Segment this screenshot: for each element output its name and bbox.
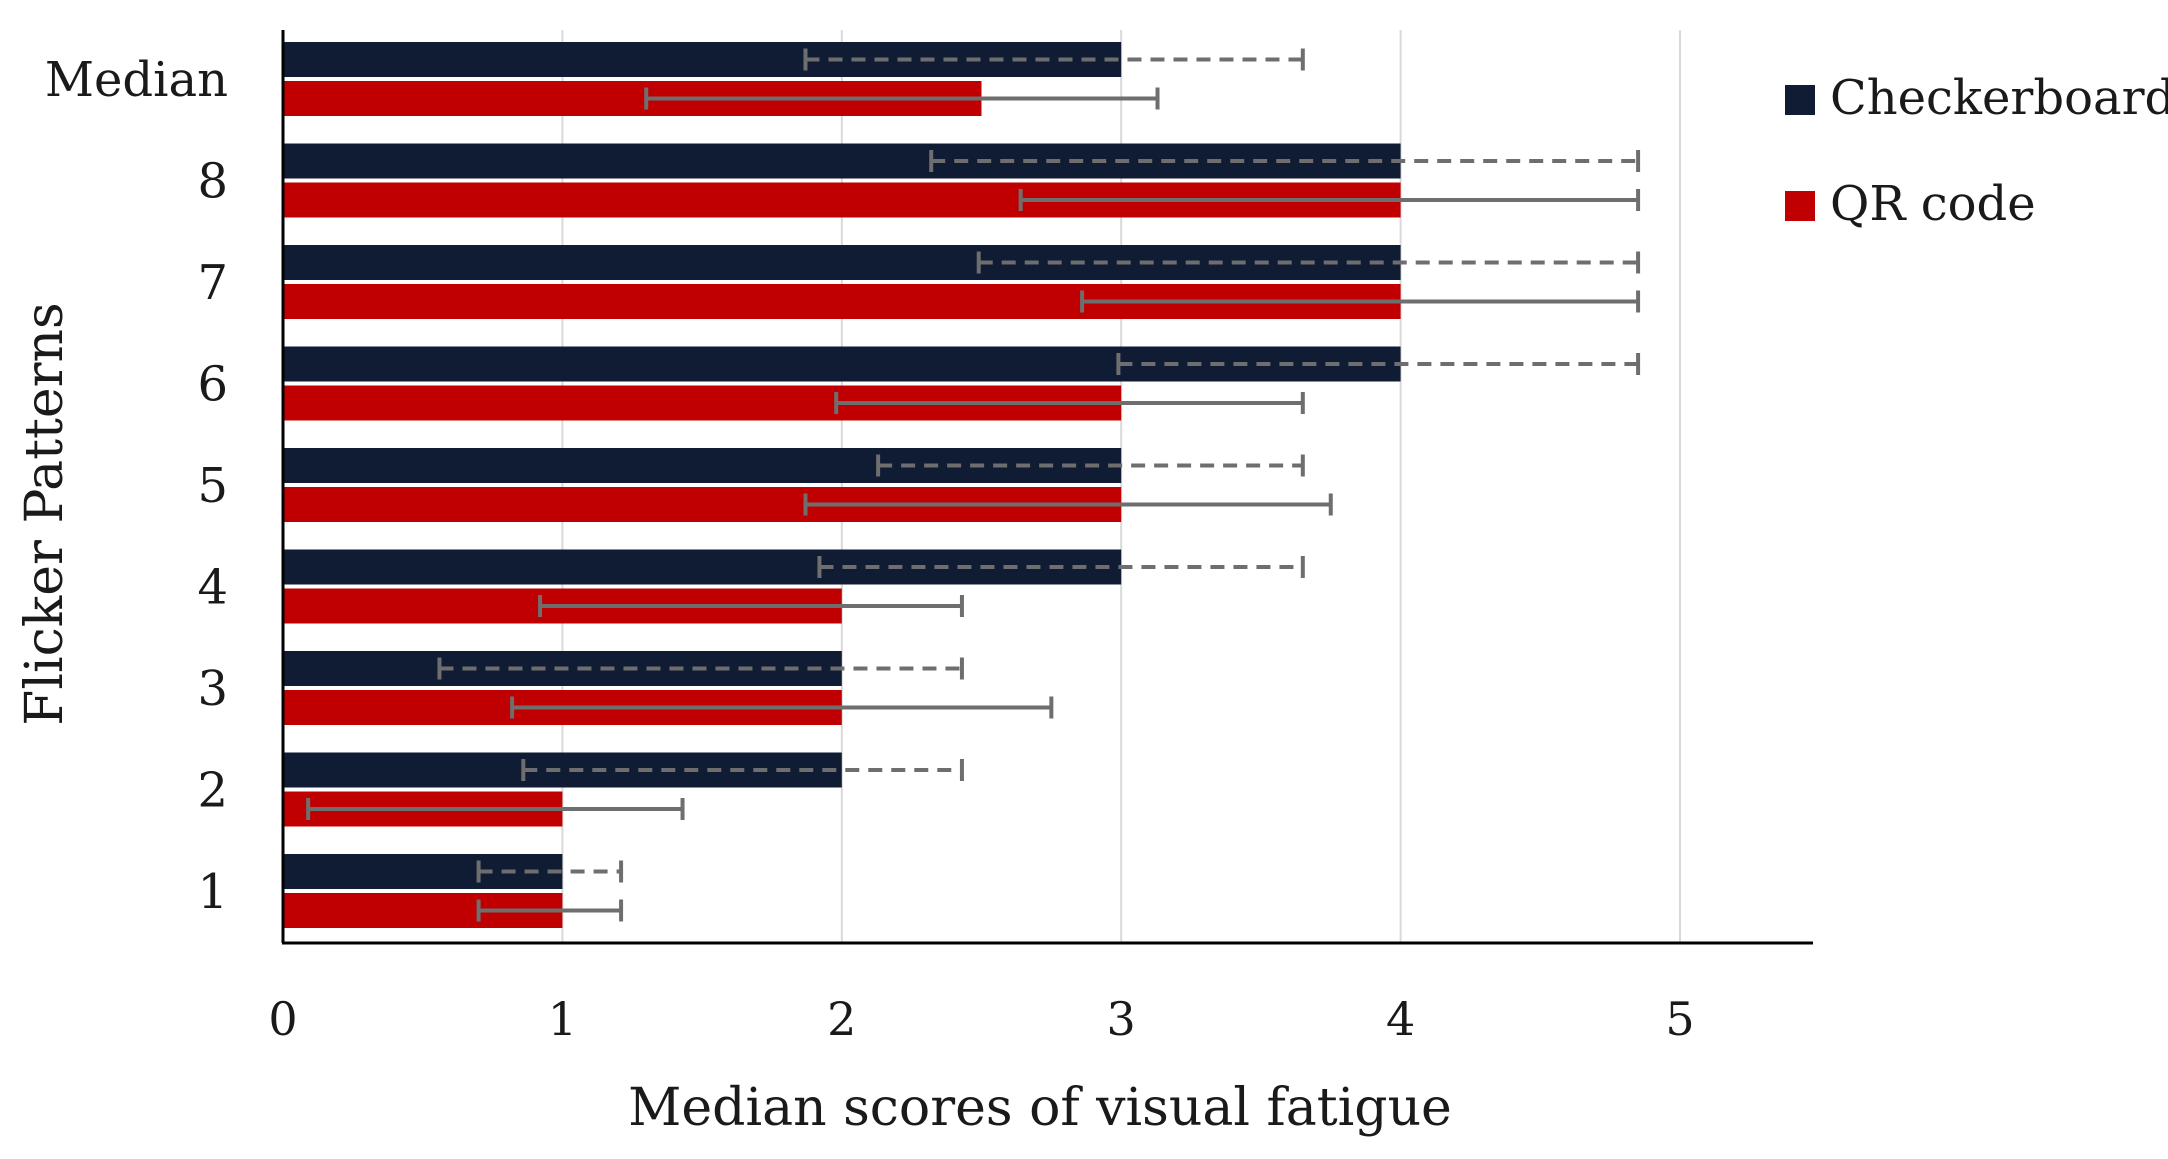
y-tick-label: 8	[197, 154, 228, 210]
y-tick-label: 4	[197, 560, 228, 616]
error-bars	[306, 48, 1641, 922]
y-tick-label: 5	[197, 458, 228, 514]
legend: Checkerboard QR code	[1785, 70, 2168, 232]
y-tick-label: 7	[197, 255, 228, 311]
legend-swatch	[1785, 191, 1815, 221]
y-tick-label: 6	[197, 357, 228, 413]
legend-label: QR code	[1830, 176, 2036, 232]
y-tick-label: 2	[197, 763, 228, 819]
bar-checkerboard	[283, 42, 1122, 77]
legend-label: Checkerboard	[1830, 70, 2168, 126]
y-tick-label: Median	[45, 52, 228, 108]
bar-checkerboard	[283, 549, 1122, 585]
bar-checkerboard	[283, 752, 842, 788]
x-tick-label: 1	[548, 992, 577, 1046]
bar-checkerboard	[283, 346, 1401, 382]
x-tick-label: 4	[1386, 992, 1415, 1046]
x-axis-label: Median scores of visual fatigue	[628, 1078, 1452, 1138]
x-tick-label: 0	[268, 992, 297, 1046]
bar-checkerboard	[283, 854, 563, 889]
x-tick-label: 2	[827, 992, 856, 1046]
x-tick-label: 5	[1665, 992, 1694, 1046]
x-tick-label: 3	[1107, 992, 1136, 1046]
legend-swatch	[1785, 85, 1815, 115]
y-axis-label: Flicker Patterns	[15, 302, 75, 725]
y-tick-label: 1	[197, 864, 228, 920]
grid-lines	[561, 30, 1681, 943]
y-tick-label: 3	[197, 661, 228, 717]
tick-labels: 0 1 2 3 4 5 Median 8 7 6 5 4 3 2 1	[45, 52, 1695, 1046]
axes	[281, 30, 1813, 945]
